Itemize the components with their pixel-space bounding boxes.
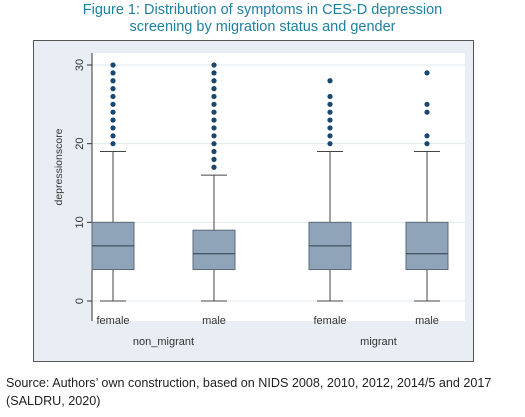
outlier-point: [211, 141, 217, 147]
outlier-point: [110, 133, 116, 139]
plot-area: [92, 53, 465, 321]
outlier-point: [424, 101, 430, 107]
outlier-point: [110, 101, 116, 107]
outlier-point: [211, 109, 217, 115]
outlier-point: [327, 78, 333, 84]
chart-frame: 0 10 20 30 depressionscore female male non_migr…: [33, 40, 474, 362]
box-iqr: [192, 229, 236, 271]
source-note: Source: Authors’ own construction, based…: [6, 374, 521, 410]
source-line2: (SALDRU, 2020): [6, 394, 101, 408]
outlier-point: [211, 101, 217, 107]
outlier-point: [424, 70, 430, 76]
outlier-point: [424, 141, 430, 147]
outlier-point: [211, 133, 217, 139]
outlier-point: [110, 141, 116, 147]
outlier-point: [110, 93, 116, 100]
y-tick-label: 20: [74, 138, 86, 150]
outlier-point: [110, 70, 116, 76]
outlier-point: [211, 86, 217, 92]
outlier-point: [211, 62, 217, 68]
outlier-point: [110, 125, 116, 131]
box-iqr: [405, 221, 449, 271]
outlier-point: [327, 125, 333, 131]
outlier-point: [110, 62, 116, 68]
outlier-point: [211, 164, 217, 170]
y-tick-label: 0: [74, 298, 86, 304]
outlier-point: [211, 70, 217, 76]
box-category-label: male: [415, 315, 439, 327]
outlier-point: [110, 86, 116, 92]
outlier-point: [424, 133, 430, 139]
y-tick-label: 30: [74, 59, 86, 71]
box-category-label: female: [313, 315, 346, 327]
group-label: migrant: [360, 336, 397, 348]
outlier-point: [327, 109, 333, 115]
outlier-point: [424, 109, 430, 115]
outlier-point: [110, 109, 116, 115]
outlier-point: [211, 93, 217, 100]
outlier-point: [327, 93, 333, 100]
y-axis-label: depressionscore: [53, 128, 65, 205]
outlier-point: [327, 101, 333, 107]
outlier-point: [327, 133, 333, 139]
outlier-point: [110, 78, 116, 84]
source-line1: Source: Authors’ own construction, based…: [6, 376, 492, 390]
group-label: non_migrant: [133, 336, 194, 348]
outlier-point: [327, 141, 333, 147]
outlier-point: [211, 148, 217, 155]
box-category-label: female: [96, 315, 129, 327]
outlier-point: [211, 156, 217, 162]
outlier-point: [211, 117, 217, 123]
figure-title-line1: Figure 1: Distribution of symptoms in CE…: [82, 2, 443, 18]
box-category-label: male: [202, 315, 226, 327]
outlier-point: [211, 78, 217, 84]
outlier-point: [110, 117, 116, 123]
box-plot: 0 10 20 30 depressionscore female male non_migr…: [53, 53, 465, 348]
figure-title-line2: screening by migration status and gender: [129, 19, 396, 35]
outlier-point: [327, 117, 333, 123]
outlier-point: [211, 125, 217, 131]
y-tick-label: 10: [74, 216, 86, 228]
